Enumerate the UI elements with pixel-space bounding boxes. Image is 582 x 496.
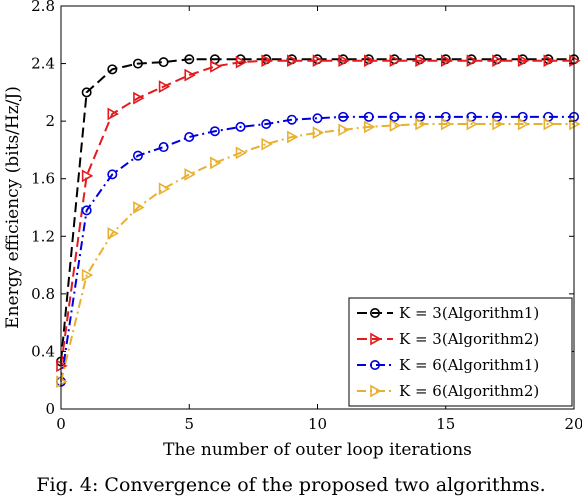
data-point — [389, 119, 402, 132]
legend-box — [348, 297, 573, 407]
axis-ticks: 0 5 10 15 20 0 0.4 0.8 1.2 1.6 2 2.4 2.8 — [31, 0, 582, 433]
legend-marker — [370, 332, 382, 346]
legend-label: K = 6(Algorithm1) — [399, 356, 539, 374]
y-tick-label: 2.8 — [31, 0, 55, 15]
data-point — [286, 114, 297, 125]
data-point — [338, 54, 350, 68]
legend-marker — [369, 359, 380, 370]
data-point — [158, 182, 171, 196]
data-point — [312, 113, 323, 124]
data-point — [287, 130, 299, 144]
data-point — [338, 123, 350, 137]
data-point — [363, 120, 376, 134]
x-tick-label: 10 — [308, 415, 327, 433]
legend-item: K = 6(Algorithm1) — [357, 356, 539, 374]
data-point — [389, 54, 402, 68]
data-point — [338, 111, 349, 122]
data-point — [517, 117, 530, 131]
series-1 — [55, 54, 579, 367]
x-tick-label: 0 — [56, 415, 66, 433]
data-point — [235, 146, 248, 160]
x-axis-title: The number of outer loop iterations — [163, 440, 472, 460]
data-point — [235, 55, 248, 69]
y-tick-label: 0.8 — [31, 285, 55, 303]
data-point — [389, 111, 400, 122]
data-point — [107, 227, 119, 240]
data-point — [158, 57, 169, 68]
data-point — [132, 150, 143, 161]
data-point — [209, 126, 220, 137]
data-point — [261, 137, 273, 151]
legend-marker — [370, 384, 382, 398]
legend-marker — [369, 307, 380, 318]
data-point — [107, 64, 118, 75]
data-point — [107, 169, 118, 180]
legend-item: K = 3(Algorithm2) — [357, 330, 539, 348]
series-layer — [55, 54, 581, 389]
y-axis-title: Energy efficiency (bits/Hz/J) — [3, 86, 23, 329]
data-point — [184, 54, 195, 65]
data-point — [466, 54, 479, 68]
data-point — [235, 121, 246, 132]
legend-label: K = 3(Algorithm2) — [399, 330, 539, 348]
data-point — [440, 117, 453, 131]
legend-item: K = 6(Algorithm2) — [357, 382, 539, 400]
data-point — [184, 131, 195, 142]
data-point — [158, 142, 169, 153]
data-point — [440, 54, 453, 68]
series-line — [60, 58, 574, 362]
data-point — [158, 80, 171, 93]
x-tick-label: 15 — [436, 415, 455, 433]
data-point — [81, 169, 94, 183]
legend-label: K = 3(Algorithm1) — [399, 304, 539, 322]
data-point — [492, 54, 504, 68]
data-point — [312, 126, 325, 140]
data-point — [184, 68, 196, 82]
legend: K = 3(Algorithm1) K = 3(Algorithm2) K = 6(… — [348, 297, 573, 407]
data-point — [492, 117, 504, 131]
data-point — [81, 205, 92, 216]
data-point — [543, 54, 555, 68]
y-tick-label: 0.4 — [31, 342, 55, 360]
data-point — [184, 168, 196, 181]
data-point — [466, 117, 479, 131]
data-point — [133, 91, 145, 105]
data-point — [363, 111, 374, 122]
data-point — [210, 60, 222, 73]
series-4 — [56, 117, 581, 389]
x-tick-label: 20 — [564, 415, 582, 433]
y-tick-label: 0 — [45, 400, 55, 418]
data-point — [81, 87, 92, 98]
data-point — [517, 54, 530, 68]
y-tick-label: 1.6 — [31, 170, 55, 188]
data-point — [543, 117, 555, 131]
series-2 — [56, 54, 581, 373]
data-point — [261, 119, 272, 130]
figure-caption: Fig. 4: Convergence of the proposed two … — [36, 474, 546, 496]
legend-label: K = 6(Algorithm2) — [399, 382, 539, 400]
y-tick-label: 2 — [45, 112, 55, 130]
y-tick-label: 2.4 — [31, 55, 55, 73]
data-point — [415, 117, 427, 131]
chart: 0 5 10 15 20 0 0.4 0.8 1.2 1.6 2 2.4 2.8 The number … — [3, 0, 582, 460]
data-point — [210, 156, 222, 170]
data-point — [261, 54, 273, 68]
y-tick-label: 1.2 — [31, 227, 55, 245]
data-point — [81, 268, 94, 282]
data-point — [312, 54, 325, 68]
data-point — [107, 107, 119, 121]
data-point — [132, 58, 143, 69]
data-point — [287, 54, 299, 68]
x-tick-label: 5 — [184, 415, 194, 433]
data-point — [363, 54, 376, 68]
legend-item: K = 3(Algorithm1) — [357, 304, 539, 322]
data-point — [133, 201, 145, 214]
data-point — [415, 54, 427, 68]
series-line — [60, 59, 574, 366]
